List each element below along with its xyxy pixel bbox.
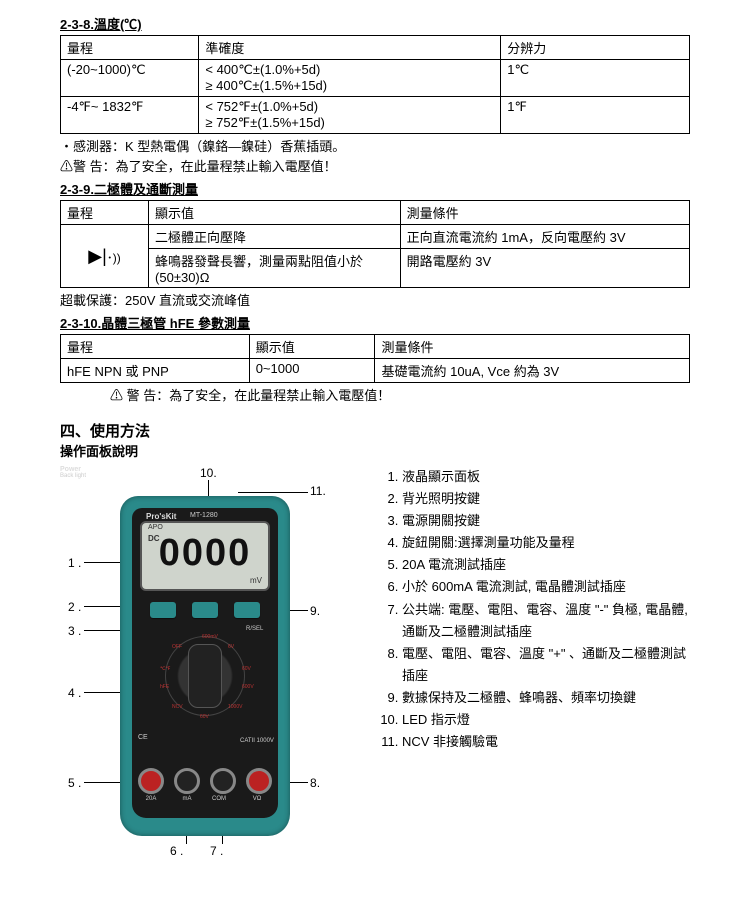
ce-mark: CE <box>138 734 148 741</box>
cell: 1℃ <box>501 60 690 97</box>
cell: 1℉ <box>501 97 690 134</box>
lcd-mv: mV <box>250 576 262 585</box>
legend-item: 電源開關按鍵 <box>402 510 690 532</box>
note-overload: 超載保護：250V 直流或交流峰值 <box>60 290 690 309</box>
callout-11: 11. <box>310 484 326 498</box>
meter-model: MT-1280 <box>190 512 218 519</box>
meter-brand: Pro'sKit <box>146 512 176 521</box>
warning-2310: ⚠ 警 告：為了安全，在此量程禁止輸入電壓值！ <box>110 385 690 404</box>
legend-item: 20A 電流測試插座 <box>402 554 690 576</box>
callout-6: 6 . <box>170 844 183 858</box>
th: 量程 <box>61 335 250 359</box>
lcd-apo: APO <box>148 524 163 531</box>
cell: (-20~1000)℃ <box>61 60 199 97</box>
section-239-title: 2-3-9.二極體及通斷測量 <box>60 179 690 198</box>
table-2310: 量程 顯示值 測量條件 hFE NPN 或 PNP 0~1000 基礎電流約 1… <box>60 334 690 383</box>
jack-label: mA <box>172 796 202 802</box>
cat-rating: CATII 1000V <box>240 738 274 744</box>
section-238-title: 2-3-8.溫度(℃) <box>60 14 690 33</box>
th: 量程 <box>61 201 149 225</box>
jack-label: COM <box>204 796 234 802</box>
legend-item: 公共端: 電壓、電阻、電容、溫度 "-" 負極, 電晶體,通斷及二極體測試插座 <box>402 599 690 643</box>
hold-button <box>234 602 260 618</box>
cell: -4℉~ 1832℉ <box>61 97 199 134</box>
cell: < 752℉±(1.0%+5d)≥ 752℉±(1.5%+15d) <box>199 97 501 134</box>
th: 顯示值 <box>249 335 375 359</box>
table-238: 量程 準確度 分辨力 (-20~1000)℃ < 400℃±(1.0%+5d)≥… <box>60 35 690 134</box>
th-res: 分辨力 <box>501 36 690 60</box>
jack-label: VΩ <box>242 796 272 802</box>
th-acc: 準確度 <box>199 36 501 60</box>
lcd-digits: 0000 <box>144 534 266 572</box>
jack-label: 20A <box>136 796 166 802</box>
callout-7: 7 . <box>210 844 223 858</box>
jack-v <box>246 768 272 794</box>
callout-8: 8. <box>310 776 320 790</box>
jack-ma <box>174 768 200 794</box>
cell: < 400℃±(1.0%+5d)≥ 400℃±(1.5%+15d) <box>199 60 501 97</box>
cell: 開路電壓約 3V <box>400 249 689 288</box>
cell: 蜂鳴器發聲長響，測量兩點阻值小於(50±30)Ω <box>149 249 401 288</box>
legend-item: NCV 非接觸驗電 <box>402 731 690 753</box>
section-2310-title: 2-3-10.晶體三極管 hFE 參數測量 <box>60 313 690 332</box>
legend-item: 液晶顯示面板 <box>402 466 690 488</box>
th: 顯示值 <box>149 201 401 225</box>
rsel-label: R/SEL <box>246 626 263 632</box>
cell: 二極體正向壓降 <box>149 225 401 249</box>
jack-com <box>210 768 236 794</box>
callout-5: 5 . <box>68 776 81 790</box>
table-239: 量程 顯示值 測量條件 ▶|･)) 二極體正向壓降 正向直流電流約 1mA，反向… <box>60 200 690 288</box>
backlight-label: Back light <box>60 473 86 479</box>
legend-list: 液晶顯示面板 背光照明按鍵 電源開關按鍵 旋鈕開關:選擇測量功能及量程 20A … <box>380 466 690 753</box>
callout-1: 1 . <box>68 556 81 570</box>
callout-4: 4 . <box>68 686 81 700</box>
legend-item: 數據保持及二極體、蜂鳴器、頻率切換鍵 <box>402 687 690 709</box>
diode-buzzer-icon: ▶|･)) <box>61 225 149 288</box>
legend-item: 背光照明按鍵 <box>402 488 690 510</box>
jack-20a <box>138 768 164 794</box>
legend-item: LED 指示燈 <box>402 709 690 731</box>
callout-3: 3 . <box>68 624 81 638</box>
section-4-sub: 操作面板說明 <box>60 441 690 460</box>
cell: 正向直流電流約 1mA，反向電壓約 3V <box>400 225 689 249</box>
backlight-button <box>192 602 218 618</box>
cell: 基礎電流約 10uA, Vce 約為 3V <box>375 359 690 383</box>
section-4-title: 四、使用方法 <box>60 420 690 441</box>
cell: hFE NPN 或 PNP <box>61 359 250 383</box>
legend-item: 小於 600mA 電流測試, 電晶體測試插座 <box>402 576 690 598</box>
power-button <box>150 602 176 618</box>
legend-item: 旋鈕開關:選擇測量功能及量程 <box>402 532 690 554</box>
th-range: 量程 <box>61 36 199 60</box>
multimeter-diagram: 10. 11. 1 . 2 . 3 . 9. 4 . 5 . 8. 6 . 7 … <box>60 466 360 866</box>
note-sensor: ・感測器：K 型熱電偶（鎳鉻—鎳硅）香蕉插頭。 <box>60 136 690 155</box>
legend-item: 電壓、電阻、電容、溫度 "+" 、通斷及二極體測試插座 <box>402 643 690 687</box>
warning-238: ⚠警 告：為了安全，在此量程禁止輸入電壓值！ <box>60 156 690 175</box>
callout-10: 10. <box>200 466 217 480</box>
cell: 0~1000 <box>249 359 375 383</box>
callout-2: 2 . <box>68 600 81 614</box>
callout-9: 9. <box>310 604 320 618</box>
th: 測量條件 <box>400 201 689 225</box>
th: 測量條件 <box>375 335 690 359</box>
